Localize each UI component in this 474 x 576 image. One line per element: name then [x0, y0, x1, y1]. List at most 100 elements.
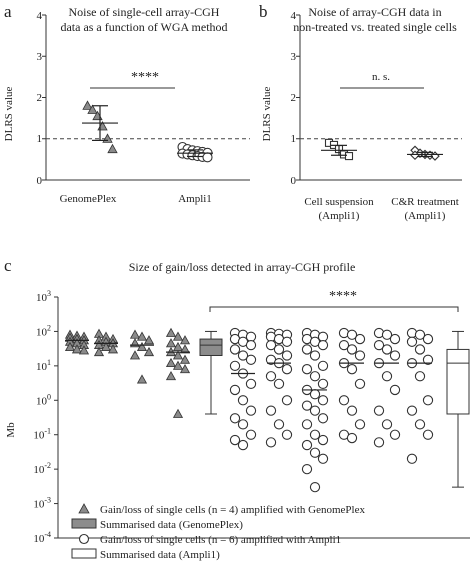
- data-point-circle: [354, 333, 366, 345]
- data-point-circle: [381, 344, 393, 355]
- data-point-circle: [273, 378, 285, 390]
- data-point-triangle: [107, 344, 119, 354]
- data-point-triangle: [172, 331, 184, 341]
- data-point-circle: [245, 378, 257, 390]
- panel-a-title-line-2: data as a function of WGA method: [60, 20, 227, 34]
- data-point-circle: [281, 429, 293, 440]
- data-point-triangle: [107, 143, 118, 154]
- data-point-circle: [301, 419, 313, 430]
- panel-b-ytick: 0: [291, 175, 297, 187]
- data-point-circle: [414, 371, 426, 382]
- data-point-circle: [309, 481, 321, 493]
- data-point-circle: [346, 344, 358, 355]
- data-point-triangle: [165, 327, 177, 337]
- data-point-circle: [354, 378, 366, 390]
- panel-a-plot: [42, 14, 250, 181]
- legend-item-label: Gain/loss of single cells (n = 4) amplif…: [100, 504, 365, 516]
- data-point-circle: [317, 434, 329, 446]
- white-box-icon: [71, 548, 97, 559]
- data-point-circle: [281, 364, 293, 375]
- data-point-circle: [373, 437, 385, 448]
- data-point-circle: [317, 360, 329, 372]
- box-plot: [199, 330, 223, 415]
- panel-b-xtick: Cell suspension: [304, 196, 374, 208]
- data-point-triangle: [136, 374, 148, 384]
- box-body: [446, 348, 470, 415]
- data-point-triangle: [136, 341, 148, 352]
- box-plot: [446, 330, 470, 488]
- y-tick-label: 10-1: [33, 427, 51, 442]
- data-point-circle: [273, 344, 285, 355]
- data-point-circle: [265, 371, 277, 382]
- data-point-circle: [301, 400, 313, 411]
- data-point-circle: [338, 339, 350, 351]
- data-point-circle: [309, 371, 321, 382]
- data-point-triangle: [172, 350, 184, 360]
- panel-b-ytick: 4: [291, 10, 297, 22]
- panel-b-ytick: 2: [291, 92, 297, 104]
- panel-a-ylabel: DLRS value: [3, 87, 15, 142]
- data-point-triangle: [87, 104, 98, 114]
- data-point-triangle: [143, 335, 155, 345]
- panel-b-y-ticks: 0 1 2 3 4: [291, 10, 297, 187]
- data-point-triangle: [165, 370, 177, 381]
- gray-box-icon: [71, 518, 97, 529]
- y-tick-label: 10-4: [33, 530, 51, 545]
- data-point-circle: [245, 429, 257, 440]
- legend-item-label: Summarised data (GenomePlex): [100, 519, 243, 531]
- circle-icon: [78, 533, 90, 545]
- data-point-circle: [406, 336, 418, 347]
- panel-c-significance-bracket: [209, 306, 459, 312]
- legend-item-label: Gain/loss of single cells (n = 6) amplif…: [100, 534, 341, 546]
- data-point-circle: [301, 463, 313, 475]
- data-point-triangle: [172, 408, 184, 418]
- panel-a-label: a: [4, 2, 12, 21]
- data-point-triangle: [129, 329, 141, 339]
- data-point-circle: [309, 429, 321, 440]
- data-point-circle: [338, 395, 350, 406]
- panel-c-ylabel: Mb: [5, 422, 17, 438]
- data-point-triangle: [93, 346, 105, 357]
- panel-c-plot: [54, 296, 470, 539]
- data-point-circle: [265, 437, 277, 448]
- data-point-circle: [414, 419, 426, 430]
- data-point-circle: [346, 329, 358, 340]
- data-point-circle: [229, 384, 241, 396]
- panel-a-ytick: 3: [37, 51, 43, 63]
- data-point-circle: [354, 350, 366, 361]
- panel-b-label: b: [259, 2, 268, 21]
- panel-a-significance: ****: [131, 70, 159, 85]
- data-point-circle: [237, 419, 249, 430]
- data-point-circle: [346, 405, 358, 416]
- data-point-triangle: [172, 360, 184, 370]
- data-point-square: [344, 152, 354, 161]
- data-point-circle: [346, 432, 358, 444]
- panel-a-xtick: Ampli1: [178, 193, 212, 205]
- y-tick-label: 103: [36, 289, 51, 304]
- panel-a-xtick: GenomePlex: [60, 193, 117, 205]
- data-point-circle: [265, 405, 277, 416]
- data-point-circle: [389, 429, 401, 440]
- data-point-triangle: [136, 331, 148, 341]
- data-point-circle: [229, 413, 241, 424]
- data-point-triangle: [165, 338, 177, 348]
- data-point-circle: [317, 395, 329, 406]
- data-point-circle: [281, 395, 293, 406]
- data-point-circle: [354, 419, 366, 430]
- data-point-triangle: [82, 100, 93, 110]
- panel-c-y-ticks: 103 102 101 100 10-1 10-2 10-3 10-4: [33, 289, 51, 545]
- data-point-circle: [373, 405, 385, 416]
- panel-c-title: Size of gain/loss detected in array-CGH …: [129, 260, 356, 274]
- panel-b-ylabel: DLRS value: [261, 87, 273, 142]
- panel-a-ytick: 0: [37, 175, 43, 187]
- data-point-triangle: [100, 341, 112, 352]
- data-point-circle: [229, 360, 241, 372]
- box-body: [199, 338, 223, 356]
- data-point-circle: [301, 439, 313, 451]
- data-point-circle: [202, 152, 213, 163]
- legend-item-label: Summarised data (Ampli1): [100, 549, 220, 561]
- data-point-circle: [245, 354, 257, 365]
- panel-a-y-ticks: 0 1 2 3 4: [37, 10, 43, 187]
- data-point-triangle: [179, 335, 191, 345]
- data-point-circle: [245, 405, 257, 416]
